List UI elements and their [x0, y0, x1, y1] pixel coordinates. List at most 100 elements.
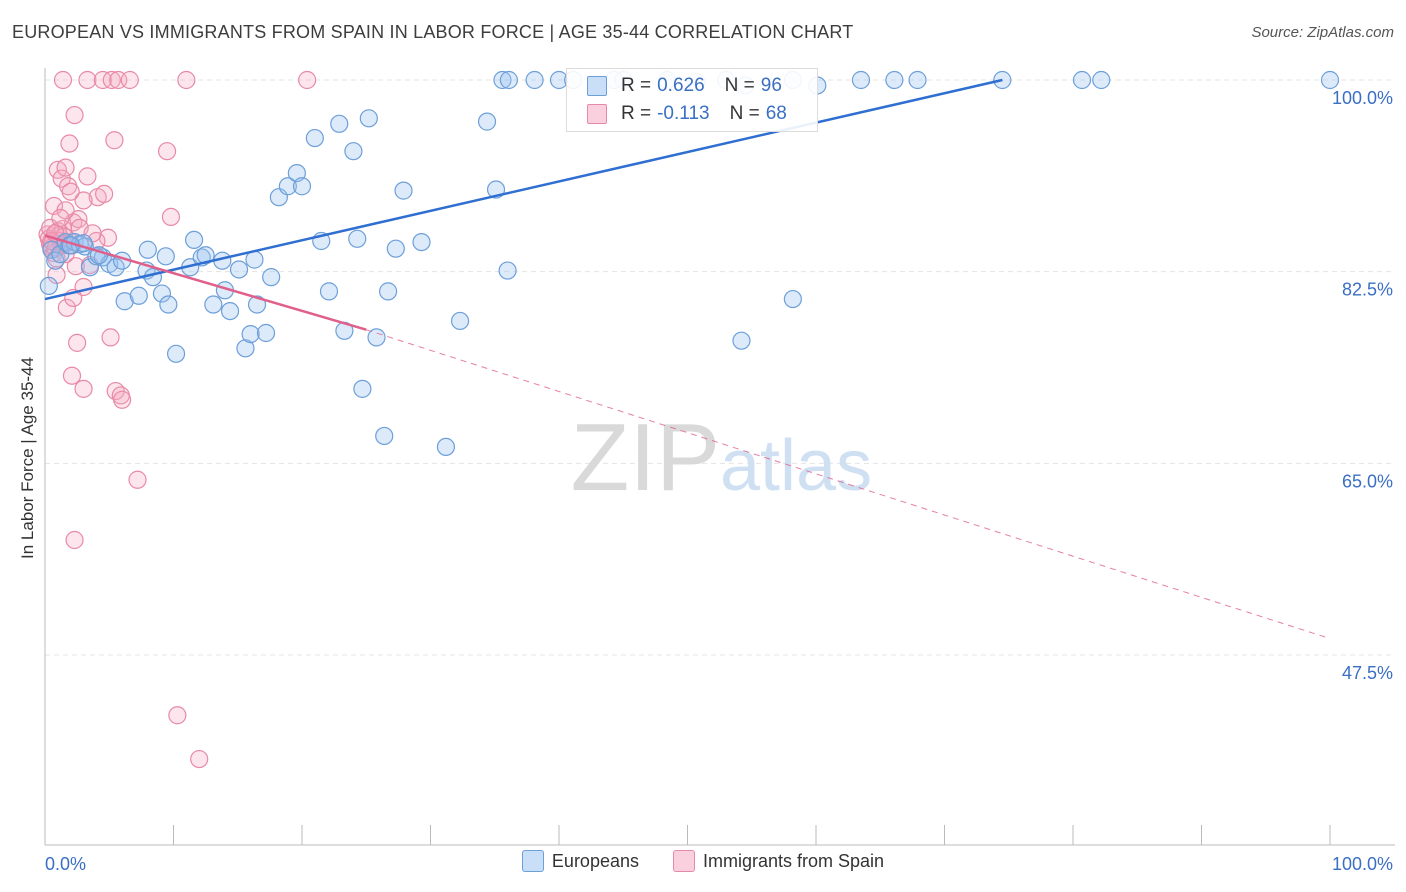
europeans-point — [851, 70, 871, 90]
spain-point — [57, 298, 76, 317]
europeans-point — [204, 295, 223, 314]
europeans-trend-line — [44, 78, 1003, 301]
spain-swatch — [587, 104, 607, 124]
legend-item-europeans[interactable]: Europeans — [521, 850, 639, 872]
europeans-point — [229, 260, 249, 279]
europeans-point — [129, 286, 148, 305]
europeans-point — [499, 70, 518, 90]
spain-r-value: -0.113 — [657, 103, 710, 124]
europeans-point — [1320, 70, 1340, 90]
europeans-point — [115, 292, 134, 311]
europeans-point — [498, 261, 517, 280]
spain-point — [78, 167, 97, 186]
europeans-point — [262, 268, 281, 287]
spain-point — [60, 134, 79, 153]
europeans-point — [39, 276, 58, 296]
europeans-point — [367, 328, 386, 347]
stats-row-spain: R = -0.113 N = 68 — [587, 101, 787, 127]
europeans-point — [247, 295, 267, 314]
europeans-point — [319, 282, 339, 301]
europeans-point — [450, 311, 470, 331]
europeans-point — [80, 258, 100, 277]
europeans-point — [305, 128, 324, 148]
europeans-point — [143, 268, 163, 287]
spain-point — [74, 379, 93, 398]
europeans-point — [412, 232, 431, 252]
europeans-point — [353, 379, 372, 398]
watermark-atlas: atlas — [720, 426, 872, 506]
trend-lines — [44, 78, 1331, 640]
spain-point — [95, 184, 114, 204]
chart-title: EUROPEAN VS IMMIGRANTS FROM SPAIN IN LAB… — [12, 22, 854, 42]
axes — [44, 68, 1395, 846]
spain-point — [78, 70, 97, 90]
x-tick-label: 0.0% — [45, 854, 86, 874]
spain-r-label: R = — [621, 103, 652, 124]
spain-point — [157, 142, 177, 161]
spain-point — [102, 70, 121, 90]
europeans-point — [42, 240, 61, 259]
europeans-r-label: R = — [621, 75, 652, 96]
europeans-point — [348, 229, 367, 248]
europeans-point — [156, 247, 175, 266]
europeans-point — [292, 177, 312, 196]
europeans-point — [184, 230, 204, 250]
spain-point — [51, 208, 70, 228]
legend-item-spain[interactable]: Immigrants from Spain — [673, 850, 884, 872]
tick-labels: 47.5% 65.0% 82.5% 100.0% 0.0% 100.0% — [45, 88, 1393, 874]
stats-box: R = 0.626 N = 96 R = -0.113 N = 68 — [566, 68, 818, 132]
europeans-point — [196, 246, 215, 265]
y-tick-label: 82.5% — [1342, 280, 1393, 300]
spain-point — [128, 470, 147, 489]
spain-point — [112, 390, 132, 409]
spain-point — [66, 257, 85, 276]
spain-point — [56, 158, 75, 177]
spain-trend-line-dashed — [366, 329, 1331, 640]
legend-label-europeans: Europeans — [551, 850, 639, 871]
spain-point — [168, 706, 187, 725]
spain-point — [177, 70, 196, 90]
y-tick-label: 47.5% — [1342, 663, 1393, 683]
europeans-point — [159, 295, 178, 314]
spain-point — [101, 328, 120, 347]
stats-row-europeans: R = 0.626 N = 96 — [587, 73, 782, 99]
europeans-point — [493, 70, 512, 90]
europeans-point — [386, 239, 405, 258]
europeans-point — [220, 301, 240, 321]
y-tick-label: 100.0% — [1332, 88, 1393, 108]
europeans-point — [106, 258, 125, 277]
europeans-swatch — [587, 76, 607, 96]
legend-swatch-spain — [673, 850, 695, 872]
spain-point — [68, 333, 87, 352]
spain-point — [161, 207, 181, 227]
europeans-point — [236, 339, 255, 358]
spain-point — [190, 749, 209, 769]
europeans-point — [885, 70, 904, 90]
spain-point — [74, 191, 93, 210]
europeans-point — [278, 177, 297, 196]
europeans-point — [477, 112, 497, 131]
y-tick-label: 65.0% — [1342, 471, 1393, 491]
source-label: Source: ZipAtlas.com — [1251, 24, 1394, 41]
spain-n-value: 68 — [765, 103, 787, 124]
spain-points — [38, 70, 317, 769]
spain-point — [65, 105, 84, 125]
europeans-point — [359, 109, 378, 128]
x-tick-label: 100.0% — [1332, 854, 1393, 874]
spain-point — [62, 366, 82, 385]
europeans-point — [330, 114, 349, 133]
europeans-r-value: 0.626 — [657, 75, 705, 96]
europeans-point — [1092, 70, 1111, 90]
europeans-point — [783, 289, 802, 309]
spain-point — [53, 70, 73, 90]
spain-point — [298, 70, 317, 90]
legend-swatch-europeans — [521, 850, 544, 872]
europeans-point — [436, 437, 456, 457]
europeans-point — [152, 284, 172, 303]
europeans-point — [256, 323, 276, 343]
spain-n-label: N = — [729, 103, 760, 124]
europeans-point — [241, 324, 260, 344]
europeans-point — [908, 70, 927, 90]
europeans-point — [525, 70, 544, 90]
